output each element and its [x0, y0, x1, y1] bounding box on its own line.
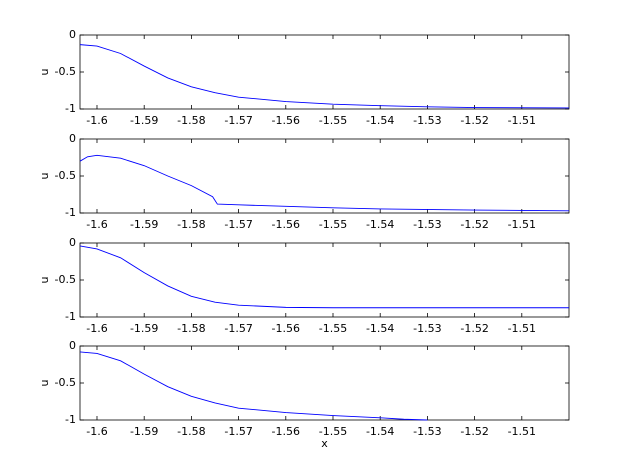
y-tick-label: -1 — [65, 206, 76, 219]
x-tick-label: -1.52 — [460, 114, 488, 127]
x-tick-label: -1.54 — [366, 322, 394, 335]
x-tick-label: -1.58 — [177, 425, 205, 438]
y-tick-label: -1 — [65, 413, 76, 426]
axes-box — [79, 242, 570, 318]
data-line — [79, 44, 570, 109]
y-tick-label: -1 — [65, 102, 76, 115]
subplot: -1.6 -1.59 -1.58 -1.57 -1.56 -1.55 -1.54 -1.53 -… — [38, 132, 570, 231]
x-tick-label: -1.56 — [272, 425, 300, 438]
x-tick-label: -1.54 — [366, 425, 394, 438]
data-line — [79, 351, 428, 421]
x-tick-label: -1.53 — [413, 322, 441, 335]
x-tick-label: -1.55 — [319, 322, 347, 335]
y-axis-label: u — [38, 380, 51, 387]
x-tick-label: -1.53 — [413, 218, 441, 231]
x-tick-label: -1.53 — [413, 425, 441, 438]
y-tick-label: -0.5 — [55, 65, 76, 78]
data-line — [79, 154, 570, 212]
axes-box — [79, 34, 570, 110]
axes-box — [79, 345, 570, 421]
y-tick-label: 0 — [69, 339, 76, 352]
subplot: -1.6 -1.59 -1.58 -1.57 -1.56 -1.55 -1.54 -1.53 -… — [38, 236, 570, 335]
x-tick-label: -1.52 — [460, 322, 488, 335]
x-tick-label: -1.57 — [224, 218, 252, 231]
x-tick-label: -1.56 — [272, 218, 300, 231]
x-tick-label: -1.54 — [366, 218, 394, 231]
y-tick-label: 0 — [69, 28, 76, 41]
x-tick-label: -1.57 — [224, 114, 252, 127]
x-tick-label: -1.56 — [272, 322, 300, 335]
x-axis-label: x — [321, 437, 328, 450]
x-tick-label: -1.59 — [130, 114, 158, 127]
x-tick-label: -1.53 — [413, 114, 441, 127]
subplot: -1.6 -1.59 -1.58 -1.57 -1.56 -1.55 -1.54 -1.53 -… — [38, 339, 570, 450]
x-tick-label: -1.58 — [177, 218, 205, 231]
y-tick-label: -0.5 — [55, 273, 76, 286]
y-axis-label: u — [38, 277, 51, 284]
axes-box — [79, 138, 570, 214]
x-tick-label: -1.55 — [319, 425, 347, 438]
x-tick-label: -1.59 — [130, 218, 158, 231]
x-tick-label: -1.6 — [86, 218, 107, 231]
x-tick-label: -1.51 — [508, 218, 536, 231]
x-tick-label: -1.51 — [508, 114, 536, 127]
x-tick-label: -1.57 — [224, 425, 252, 438]
subplot: -1.6 -1.59 -1.58 -1.57 -1.56 -1.55 -1.54 -1.53 -… — [38, 28, 570, 127]
x-tick-label: -1.55 — [319, 218, 347, 231]
x-tick-label: -1.6 — [86, 114, 107, 127]
x-tick-label: -1.58 — [177, 114, 205, 127]
data-line — [79, 245, 569, 309]
x-tick-label: -1.54 — [366, 114, 394, 127]
x-tick-label: -1.51 — [508, 425, 536, 438]
x-tick-label: -1.57 — [224, 322, 252, 335]
x-tick-label: -1.55 — [319, 114, 347, 127]
y-axis-label: u — [38, 173, 51, 180]
y-tick-label: -1 — [65, 310, 76, 323]
x-tick-label: -1.6 — [86, 322, 107, 335]
x-tick-label: -1.59 — [130, 425, 158, 438]
y-axis-label: u — [38, 69, 51, 76]
y-tick-label: 0 — [69, 132, 76, 145]
x-tick-label: -1.52 — [460, 218, 488, 231]
x-tick-label: -1.51 — [508, 322, 536, 335]
x-tick-label: -1.59 — [130, 322, 158, 335]
y-tick-label: -0.5 — [55, 169, 76, 182]
x-tick-label: -1.58 — [177, 322, 205, 335]
x-tick-label: -1.56 — [272, 114, 300, 127]
y-tick-label: -0.5 — [55, 376, 76, 389]
y-tick-label: 0 — [69, 236, 76, 249]
x-tick-label: -1.6 — [86, 425, 107, 438]
x-tick-label: -1.52 — [460, 425, 488, 438]
